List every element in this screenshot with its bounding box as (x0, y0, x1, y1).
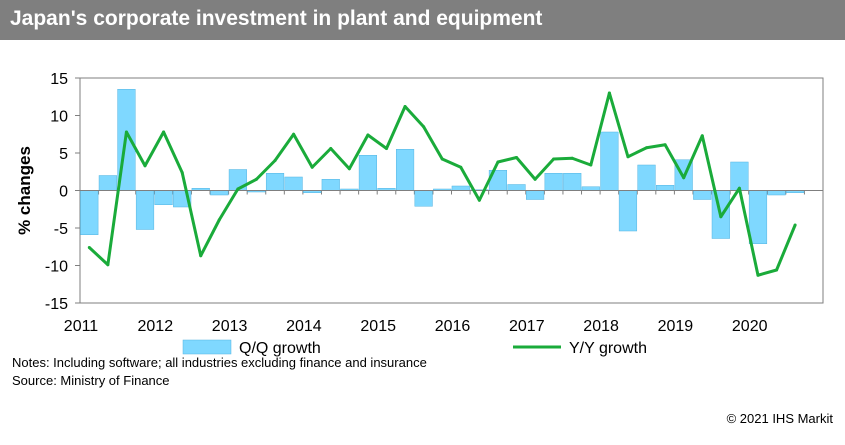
legend-qq-swatch (182, 339, 232, 355)
copyright-text: © 2021 IHS Markit (726, 411, 833, 426)
qq-growth-bar (80, 190, 99, 235)
yy-growth-point (347, 167, 351, 171)
qq-growth-bar (284, 176, 303, 191)
y-tick-label: -10 (45, 259, 68, 276)
y-tick-label: 15 (50, 71, 68, 88)
legend-yy-label: Y/Y growth (569, 340, 647, 357)
qq-growth-bar (98, 175, 117, 191)
qq-growth-bar (358, 155, 377, 191)
qq-growth-bar (154, 190, 173, 205)
qq-growth-bar (321, 179, 340, 191)
yy-growth-point (756, 273, 760, 277)
yy-growth-point (607, 91, 611, 95)
yy-growth-point (477, 198, 481, 202)
yy-growth-point (236, 187, 240, 191)
qq-growth-bar (414, 190, 433, 207)
qq-growth-bar (451, 185, 470, 191)
x-tick-label: 2012 (138, 318, 174, 335)
yy-growth-point (217, 218, 221, 222)
yy-growth-point (589, 163, 593, 167)
source-text: Source: Ministry of Finance (12, 373, 170, 388)
yy-growth-point (199, 254, 203, 258)
x-tick-label: 2011 (64, 318, 99, 335)
yy-growth-point (106, 263, 110, 267)
qq-growth-bar (693, 190, 712, 200)
yy-growth-point (775, 268, 779, 272)
y-tick-label: 5 (59, 146, 68, 163)
x-tick-label: 2018 (583, 318, 619, 335)
x-tick-label: 2016 (435, 318, 471, 335)
qq-growth-bar (618, 190, 638, 232)
qq-growth-bar (210, 190, 229, 196)
yy-growth-point (440, 157, 444, 161)
y-tick-label: 0 (59, 184, 68, 201)
qq-growth-bar (637, 164, 656, 191)
yy-growth-point (124, 130, 128, 134)
yy-growth-point (552, 157, 556, 161)
yy-growth-point (700, 134, 704, 138)
yy-growth-point (162, 130, 166, 134)
yy-growth-point (292, 132, 296, 136)
x-tick-label: 2020 (732, 318, 768, 335)
qq-growth-bar (730, 161, 749, 191)
qq-growth-bar (395, 149, 415, 191)
qq-growth-bar (767, 190, 786, 196)
x-tick-label: 2017 (509, 318, 545, 335)
yy-growth-point (329, 147, 333, 150)
qq-growth-bar (563, 173, 582, 191)
yy-growth-point (254, 177, 258, 181)
x-tick-label: 2014 (286, 318, 322, 335)
yy-growth-point (645, 146, 649, 150)
yy-growth-point (459, 165, 463, 169)
y-tick-label: -15 (45, 296, 68, 313)
yy-growth-point (366, 133, 370, 137)
qq-growth-bar (507, 184, 526, 191)
yy-growth-point (496, 160, 500, 164)
qq-growth-bar (600, 131, 619, 191)
yy-growth-point (515, 156, 519, 159)
yy-growth-point (422, 125, 426, 129)
yy-growth-point (682, 176, 686, 180)
y-tick-label: 10 (50, 109, 68, 126)
qq-growth-bar (748, 190, 768, 244)
yy-growth-point (310, 165, 314, 169)
y-axis-label: % changes (15, 146, 34, 235)
yy-growth-point (273, 159, 277, 162)
yy-growth-point (626, 155, 630, 159)
yy-growth-point (403, 105, 407, 108)
legend-qq-label: Q/Q growth (239, 340, 321, 357)
chart: 15 10 5 0 -5 -10 -15 2011 2012 2013 2014 2015 2016 20… (15, 71, 824, 357)
yy-growth-point (87, 246, 91, 249)
qq-growth-bar (544, 173, 563, 191)
yy-growth-point (737, 186, 741, 190)
notes-text: Notes: Including software; all industrie… (12, 355, 427, 370)
x-tick-label: 2019 (658, 318, 694, 335)
qq-growth-bar (656, 185, 675, 191)
yy-growth-point (143, 164, 147, 168)
yy-growth-point (793, 223, 797, 227)
yy-growth-point (663, 143, 667, 147)
y-tick-label: -5 (54, 221, 68, 238)
yy-growth-point (570, 156, 574, 160)
chart-title: Japan's corporate investment in plant an… (10, 7, 543, 30)
yy-growth-point (533, 177, 537, 181)
x-tick-label: 2013 (212, 318, 248, 335)
x-tick-label: 2015 (360, 318, 396, 335)
qq-growth-bar (135, 190, 155, 230)
qq-growth-bar (265, 173, 285, 191)
yy-growth-point (384, 147, 388, 150)
qq-growth-bar (581, 186, 600, 191)
title-bar: Japan's corporate investment in plant an… (0, 0, 845, 40)
qq-growth-bar (526, 190, 545, 200)
yy-growth-point (180, 171, 184, 174)
yy-growth-point (719, 215, 723, 219)
